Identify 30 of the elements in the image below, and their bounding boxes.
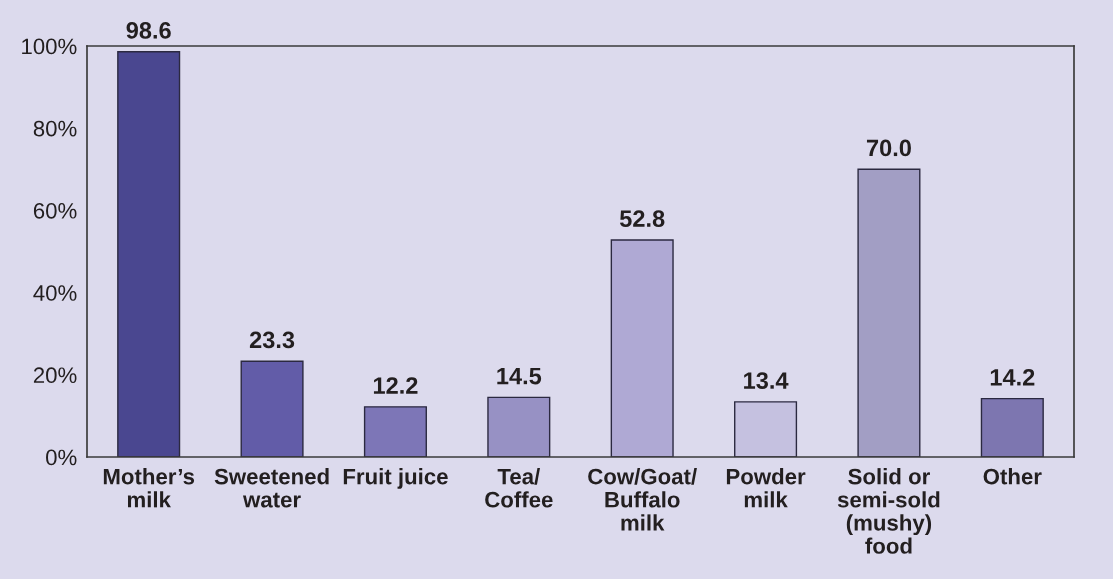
- data-label: 14.5: [497, 367, 542, 385]
- y-tick-label: 60%: [33, 202, 77, 219]
- bar: [117, 51, 181, 457]
- data-label: 23.3: [249, 331, 295, 349]
- bar: [734, 401, 798, 457]
- y-tick-label: 80%: [33, 120, 77, 137]
- bar: [857, 168, 921, 457]
- bar: [980, 397, 1044, 457]
- data-label: 13.4: [744, 372, 789, 389]
- bar: [487, 396, 551, 457]
- x-tick-label: Cow/Goat/ Buffalo milk: [588, 468, 697, 531]
- data-label: 52.8: [619, 210, 665, 227]
- x-tick-label: Mother’s milk: [103, 468, 195, 508]
- x-tick-label: Solid or semi-sold (mushy) food: [837, 468, 940, 554]
- bar: [363, 406, 427, 457]
- x-tick-label: Other: [983, 468, 1042, 485]
- bar: [610, 239, 674, 457]
- data-label: 14.2: [990, 368, 1035, 386]
- x-tick-label: Fruit juice: [343, 468, 448, 489]
- data-label: 98.6: [126, 22, 171, 39]
- x-tick-label: Tea/ Coffee: [485, 468, 553, 508]
- data-label: 12.2: [373, 377, 418, 394]
- x-tick-label: Powder milk: [726, 468, 806, 508]
- y-tick-label: 100%: [22, 38, 77, 55]
- data-label: 70.0: [866, 139, 911, 157]
- y-tick-label: 0%: [46, 449, 77, 466]
- x-tick-label: Sweetened water: [214, 468, 329, 508]
- y-tick-label: 20%: [33, 367, 77, 384]
- y-tick-label: 40%: [33, 285, 77, 301]
- bar: [240, 360, 304, 457]
